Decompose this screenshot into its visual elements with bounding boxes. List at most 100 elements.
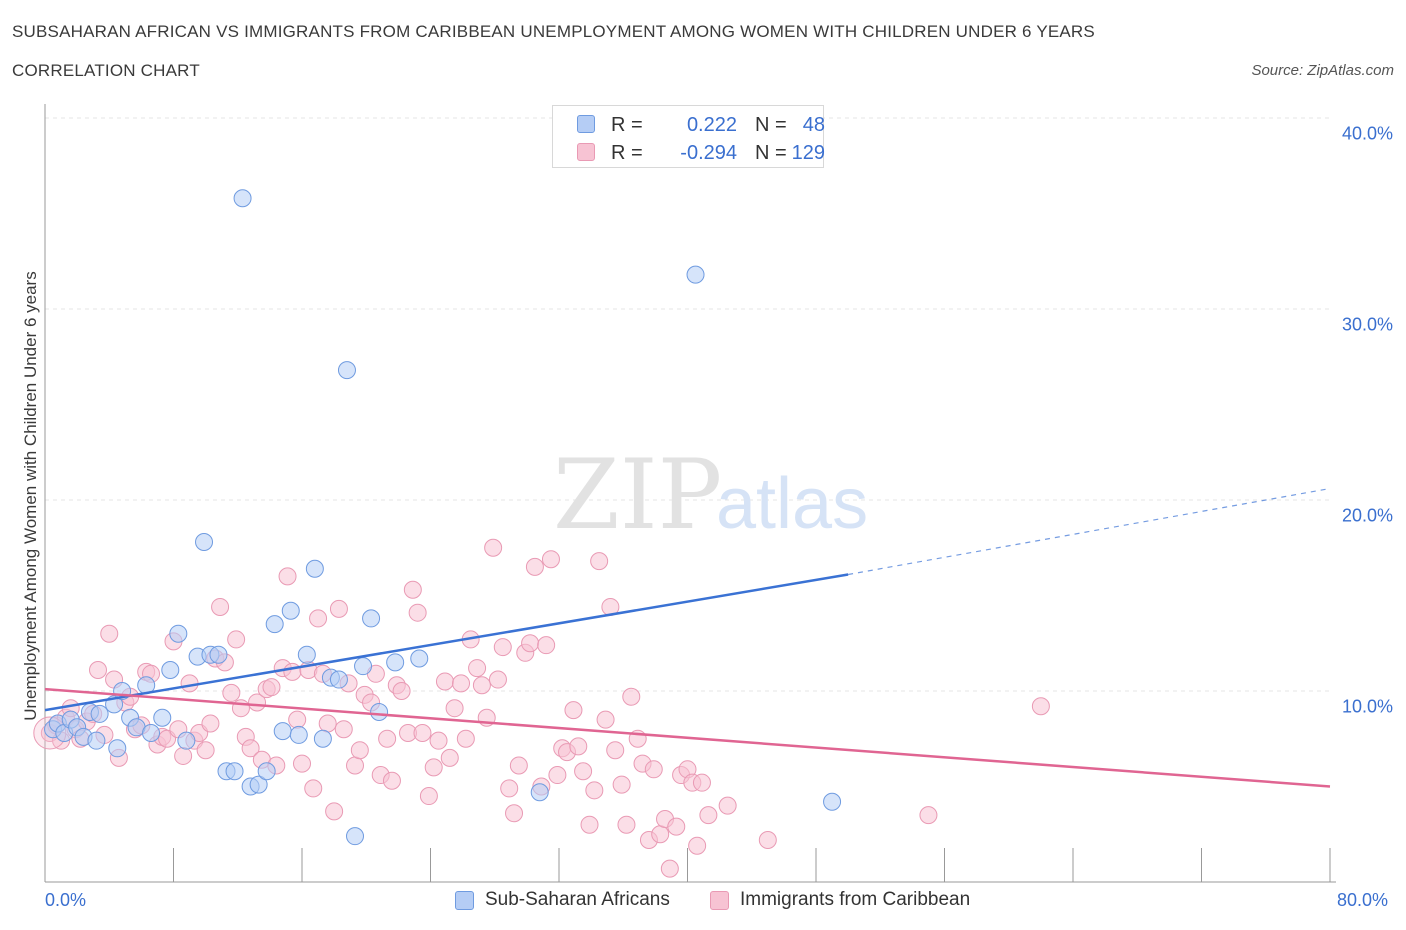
legend-r-label: R = — [611, 142, 643, 164]
data-point — [201, 714, 220, 733]
data-point — [622, 687, 641, 706]
data-point — [337, 361, 356, 380]
watermark-atlas: atlas — [716, 464, 868, 544]
data-point — [688, 836, 707, 855]
y-tick-label: 20.0% — [1341, 505, 1393, 526]
bottom-legend-label: Immigrants from Caribbean — [740, 889, 971, 910]
data-point — [346, 827, 365, 846]
data-point — [564, 701, 583, 720]
data-point — [408, 603, 427, 622]
data-point — [318, 714, 337, 733]
trend-line-subsaharan — [44, 573, 849, 712]
data-point — [382, 771, 401, 790]
series-caribbean-points — [33, 538, 1050, 878]
data-point — [580, 815, 599, 834]
data-point — [1031, 697, 1050, 716]
x-tick-label-max: 80.0% — [1337, 890, 1389, 910]
data-point — [692, 773, 711, 792]
data-point — [161, 660, 180, 679]
data-point — [667, 817, 686, 836]
data-point — [500, 779, 519, 798]
data-point — [585, 781, 604, 800]
watermark-zip: ZIP — [553, 439, 722, 551]
data-point — [346, 756, 365, 775]
data-point — [297, 645, 316, 664]
legend-r-value: 0.222 — [686, 114, 737, 136]
data-point — [548, 766, 567, 785]
chart-subtitle: CORRELATION CHART — [12, 61, 200, 80]
data-point — [305, 559, 324, 578]
data-point — [313, 729, 332, 748]
data-point — [222, 683, 241, 702]
data-point — [180, 674, 199, 693]
data-point — [758, 830, 777, 849]
data-point — [211, 597, 230, 616]
legend-n-label: N = — [755, 114, 787, 136]
legend-swatch-blue — [577, 115, 595, 133]
data-point — [424, 758, 443, 777]
data-point — [293, 754, 311, 773]
legend-r-label: R = — [611, 114, 643, 136]
y-tick-label: 30.0% — [1341, 314, 1393, 335]
data-point — [169, 624, 188, 643]
legend-r-value: -0.294 — [680, 142, 737, 164]
trend-line-caribbean — [44, 687, 1331, 788]
data-point — [919, 806, 938, 825]
data-point — [225, 762, 244, 781]
data-point — [325, 802, 344, 821]
data-point — [153, 708, 172, 727]
stats-legend: R = 0.222 N = 48 R = -0.294 N = 129 — [552, 105, 825, 168]
y-axis-label: Unemployment Among Women with Children U… — [21, 271, 40, 721]
data-point — [530, 783, 549, 802]
data-point — [537, 636, 556, 655]
data-point — [484, 538, 503, 557]
data-point — [108, 739, 127, 758]
data-point — [233, 189, 252, 208]
data-point — [195, 533, 214, 552]
data-point — [174, 746, 193, 765]
bottom-legend-swatch-pink — [710, 891, 729, 910]
legend-n-value: 48 — [802, 114, 825, 136]
data-point — [142, 724, 161, 743]
data-point — [699, 806, 718, 825]
bottom-legend-swatch-blue — [455, 891, 474, 910]
data-point — [362, 609, 381, 628]
legend-swatch-pink — [577, 143, 595, 161]
data-point — [231, 699, 250, 718]
data-point — [262, 678, 281, 697]
data-point — [329, 670, 348, 689]
data-point — [90, 704, 109, 723]
data-point — [488, 670, 507, 689]
bottom-legend-label: Sub-Saharan Africans — [485, 889, 670, 910]
data-point — [386, 653, 405, 672]
data-point — [288, 710, 307, 729]
data-point — [435, 672, 454, 691]
legend-n-value: 129 — [791, 142, 825, 164]
data-point — [651, 825, 670, 844]
data-point — [525, 557, 544, 576]
data-point — [265, 615, 284, 634]
data-point — [429, 731, 448, 750]
y-tick-label: 40.0% — [1341, 123, 1393, 144]
data-point — [718, 796, 737, 815]
data-point — [334, 720, 353, 739]
data-point — [468, 659, 487, 678]
chart-title: SUBSAHARAN AFRICAN VS IMMIGRANTS FROM CA… — [12, 22, 1095, 41]
data-point — [257, 762, 276, 781]
data-point — [249, 775, 268, 794]
data-point — [227, 630, 246, 649]
data-point — [590, 552, 609, 571]
data-point — [283, 662, 302, 681]
data-point — [309, 609, 328, 628]
x-tick-label-min: 0.0% — [45, 890, 87, 910]
data-point — [87, 731, 106, 750]
data-point — [596, 710, 615, 729]
data-point — [89, 660, 108, 679]
data-point — [606, 741, 625, 760]
data-point — [289, 725, 308, 744]
series-subsaharan-points — [44, 189, 842, 846]
data-point — [612, 775, 631, 794]
data-point — [541, 550, 560, 569]
data-point — [392, 682, 411, 700]
data-point — [456, 729, 475, 748]
